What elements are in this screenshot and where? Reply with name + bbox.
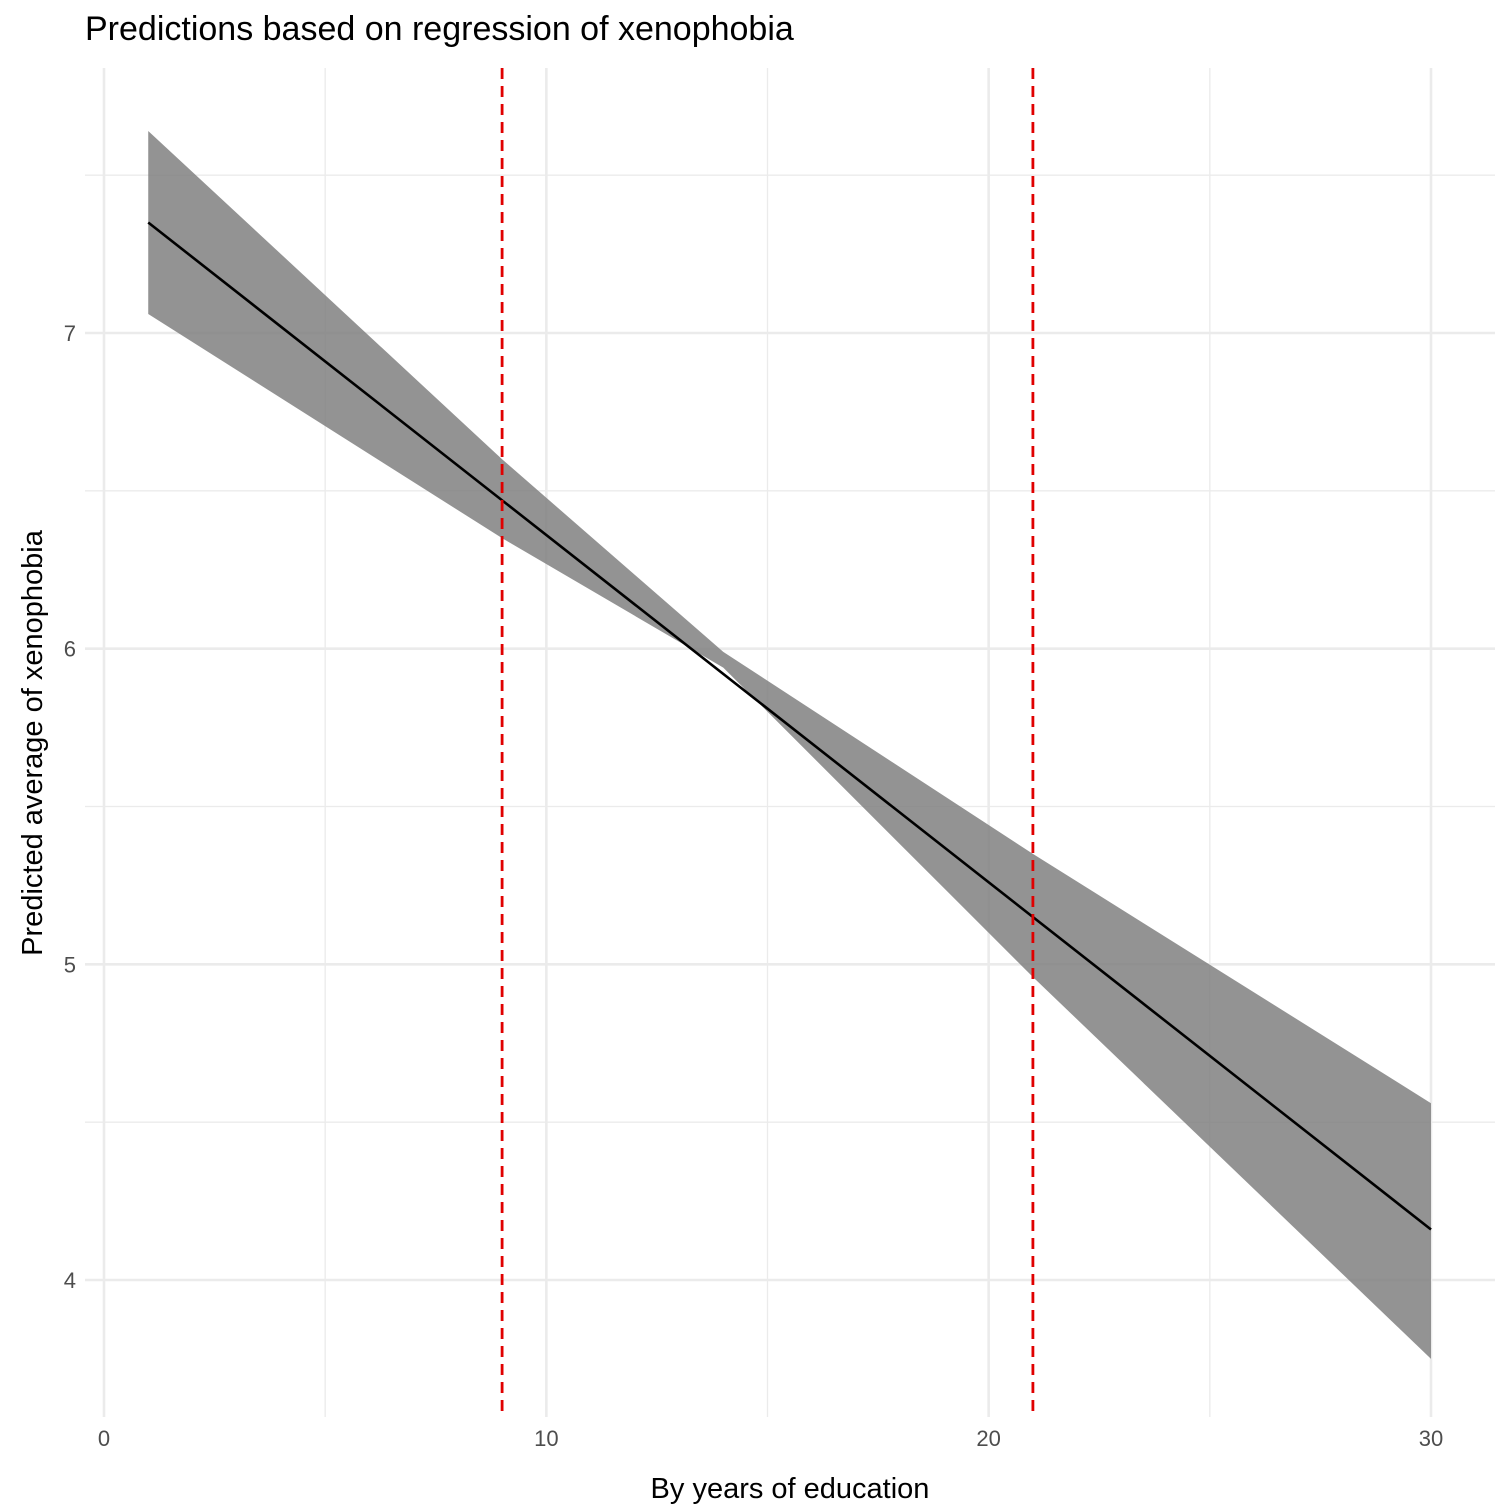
x-tick-label: 20 [976, 1426, 1000, 1451]
x-tick-label: 30 [1419, 1426, 1443, 1451]
chart-title: Predictions based on regression of xenop… [85, 10, 794, 48]
regression-line [147, 221, 1432, 1231]
reference-lines [500, 68, 1035, 1417]
x-axis-title: By years of education [651, 1473, 930, 1505]
y-axis-title: Predicted average of xenophobia [17, 529, 49, 956]
x-tick-label: 0 [98, 1426, 110, 1451]
y-tick-label: 6 [64, 637, 76, 662]
y-tick-label: 4 [64, 1268, 76, 1293]
x-axis-ticks: 0 10 20 30 [98, 1426, 1443, 1451]
regression-line-layer [147, 221, 1432, 1231]
y-tick-label: 5 [64, 952, 76, 977]
y-tick-label: 7 [64, 321, 76, 346]
y-axis-ticks: 4 5 6 7 [64, 321, 76, 1293]
confidence-band-layer [148, 130, 1431, 1359]
grid-lines [85, 68, 1495, 1417]
confidence-band [148, 130, 1431, 1359]
x-tick-label: 10 [534, 1426, 558, 1451]
